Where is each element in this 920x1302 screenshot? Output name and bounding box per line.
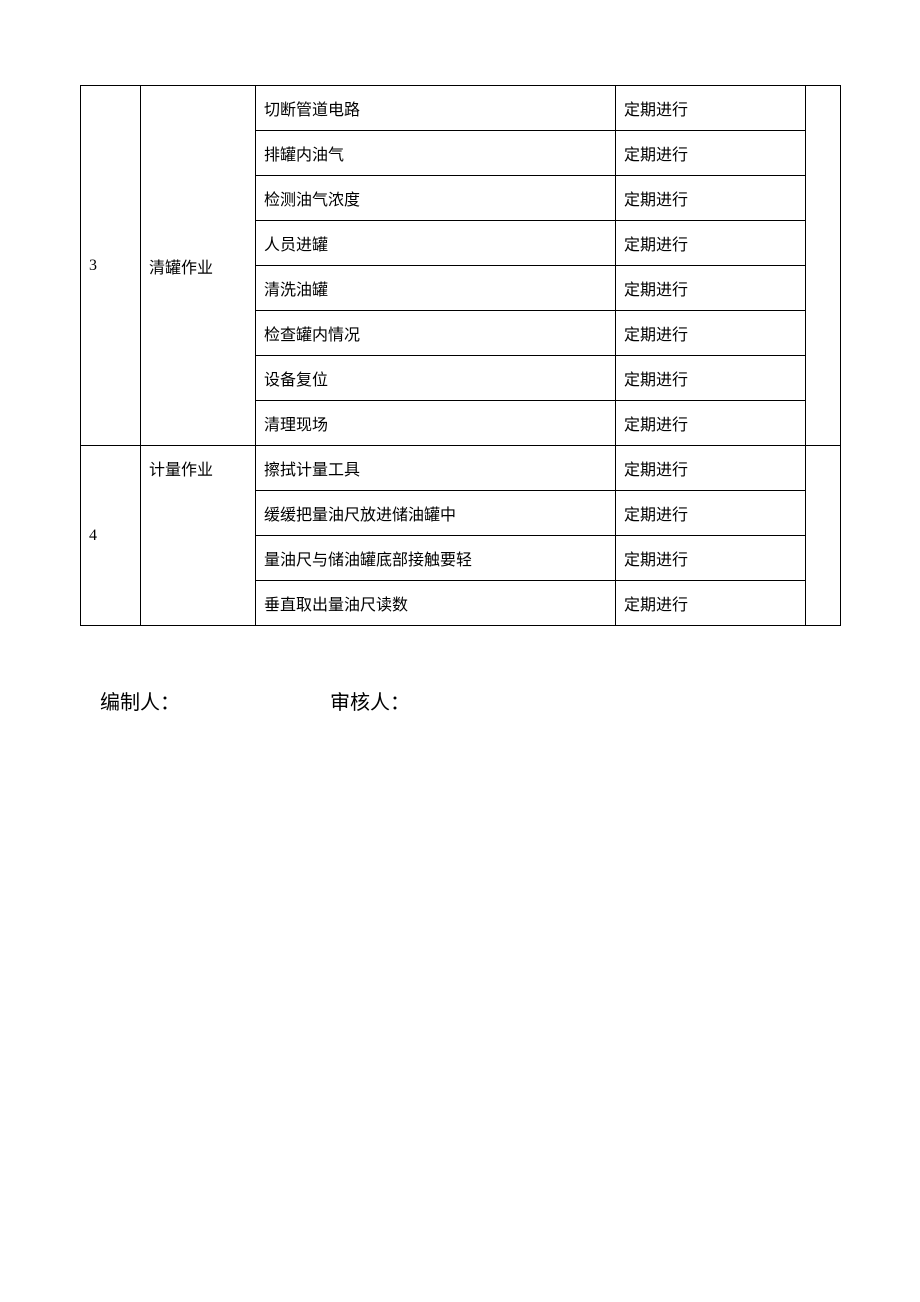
step-cell: 切断管道电路 <box>256 86 616 131</box>
operations-table: 3 清罐作业 切断管道电路 定期进行 排罐内油气 定期进行 检测油气浓度 定期进… <box>80 85 841 626</box>
table-row: 4 计量作业 擦拭计量工具 定期进行 <box>81 446 841 491</box>
step-cell: 量油尺与储油罐底部接触要轻 <box>256 536 616 581</box>
table-row: 3 清罐作业 切断管道电路 定期进行 <box>81 86 841 131</box>
table-body: 3 清罐作业 切断管道电路 定期进行 排罐内油气 定期进行 检测油气浓度 定期进… <box>81 86 841 626</box>
group-task-cell: 清罐作业 <box>141 86 256 446</box>
step-cell: 排罐内油气 <box>256 131 616 176</box>
freq-cell: 定期进行 <box>616 131 806 176</box>
freq-cell: 定期进行 <box>616 581 806 626</box>
group-num-cell: 3 <box>81 86 141 446</box>
freq-cell: 定期进行 <box>616 311 806 356</box>
step-cell: 缓缓把量油尺放进储油罐中 <box>256 491 616 536</box>
step-cell: 人员进罐 <box>256 221 616 266</box>
freq-cell: 定期进行 <box>616 176 806 221</box>
freq-cell: 定期进行 <box>616 356 806 401</box>
freq-cell: 定期进行 <box>616 86 806 131</box>
group-task-cell: 计量作业 <box>141 446 256 626</box>
freq-cell: 定期进行 <box>616 401 806 446</box>
signature-row: 编制人： 审核人： <box>80 686 840 715</box>
freq-cell: 定期进行 <box>616 446 806 491</box>
step-cell: 检查罐内情况 <box>256 311 616 356</box>
step-cell: 清洗油罐 <box>256 266 616 311</box>
step-cell: 擦拭计量工具 <box>256 446 616 491</box>
freq-cell: 定期进行 <box>616 536 806 581</box>
freq-cell: 定期进行 <box>616 266 806 311</box>
empty-cell <box>806 446 841 626</box>
freq-cell: 定期进行 <box>616 491 806 536</box>
step-cell: 清理现场 <box>256 401 616 446</box>
freq-cell: 定期进行 <box>616 221 806 266</box>
reviewer-label: 审核人： <box>330 686 410 715</box>
step-cell: 设备复位 <box>256 356 616 401</box>
author-label: 编制人： <box>100 686 180 715</box>
step-cell: 垂直取出量油尺读数 <box>256 581 616 626</box>
group-num-cell: 4 <box>81 446 141 626</box>
empty-cell <box>806 86 841 446</box>
step-cell: 检测油气浓度 <box>256 176 616 221</box>
